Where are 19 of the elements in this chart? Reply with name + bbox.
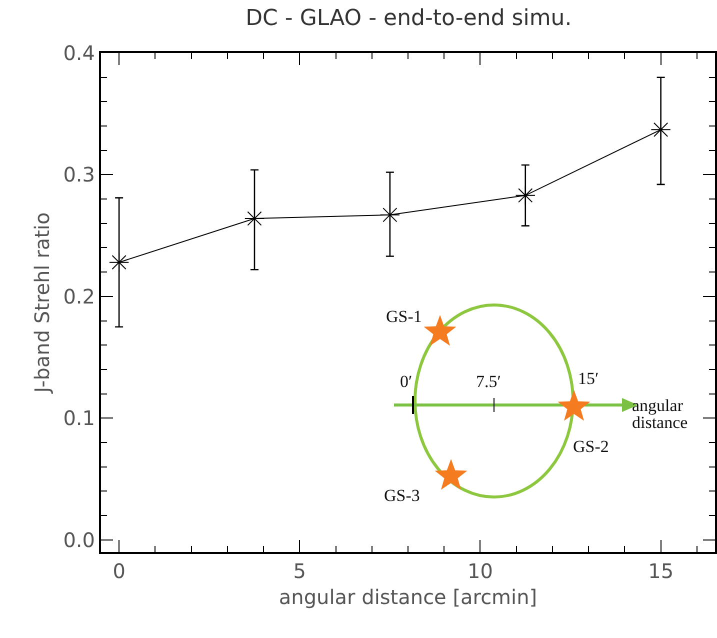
y-tick-label: 0.4 xyxy=(63,41,95,65)
annotation: GS-1 xyxy=(386,307,422,326)
y-tick-label: 0.0 xyxy=(63,528,95,552)
y-axis-title: J-band Strehl ratio xyxy=(30,212,54,395)
annotation: 7.5′ xyxy=(476,372,501,391)
y-tick-label: 0.1 xyxy=(63,406,95,430)
annotation: GS-2 xyxy=(573,437,609,456)
annotation: 0′ xyxy=(400,372,412,391)
annotation: 15′ xyxy=(578,369,599,388)
annotation: angular distance xyxy=(632,396,689,432)
y-tick-label: 0.2 xyxy=(63,284,95,308)
x-tick-label: 10 xyxy=(468,559,493,583)
x-tick-label: 0 xyxy=(112,559,126,583)
annotation: GS-3 xyxy=(384,486,420,505)
x-tick-label: 15 xyxy=(648,559,674,583)
x-tick-label: 5 xyxy=(293,559,306,583)
chart-title: DC - GLAO - end-to-end simu. xyxy=(246,6,572,31)
x-axis-title: angular distance [arcmin] xyxy=(278,585,538,609)
y-tick-label: 0.3 xyxy=(63,162,95,187)
